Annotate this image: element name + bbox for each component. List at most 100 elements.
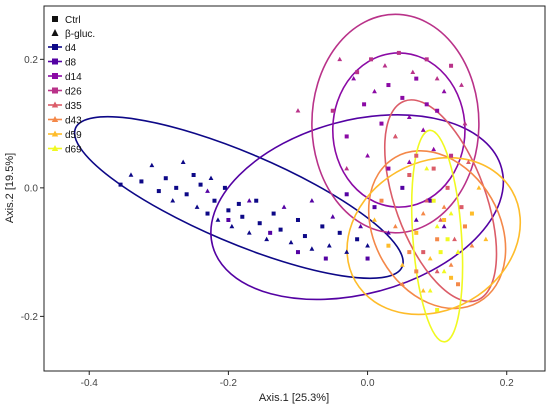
point-d14-triangle-2: [372, 88, 377, 94]
point-d69-triangle-0: [424, 165, 430, 171]
legend-item-square: Ctrl: [52, 15, 81, 26]
point-d4-triangle-3: [149, 162, 155, 168]
ellipse-d4: [73, 115, 404, 280]
point-d8-triangle-10: [358, 223, 364, 229]
point-d14-square-1: [362, 102, 367, 107]
legend-triangle-marker: [51, 145, 59, 151]
y-tick-label: 0.2: [24, 55, 38, 66]
point-d43-square-8: [414, 269, 419, 274]
point-d4-square-12: [198, 182, 203, 187]
legend-item-d8: d8: [48, 58, 77, 69]
point-d69-square-3: [438, 250, 443, 255]
legend-label: d35: [65, 101, 82, 112]
point-d8-square-11: [372, 205, 377, 210]
point-d4-triangle-19: [229, 223, 235, 229]
point-d69-square-1: [431, 198, 436, 203]
point-d69-triangle-2: [434, 223, 440, 229]
point-d4-triangle-35: [344, 249, 350, 254]
point-d26-triangle-11: [344, 165, 350, 171]
x-tick-label: 0.2: [500, 378, 514, 389]
legend-square-marker: [52, 73, 58, 79]
legend-triangle-marker: [51, 116, 59, 122]
point-d26-square-2: [369, 57, 374, 62]
point-d26-square-8: [449, 63, 454, 68]
point-d4-square-13: [205, 211, 210, 216]
point-d8-triangle-6: [309, 198, 315, 203]
point-d59-square-7: [469, 211, 474, 216]
point-d8-square-17: [365, 256, 370, 261]
y-axis: -0.2 0.0 0.2: [21, 55, 44, 323]
point-d4-square-7: [174, 185, 179, 190]
point-d8-triangle-4: [281, 204, 287, 209]
point-d26-square-4: [396, 50, 401, 55]
plot-frame: [43, 5, 546, 372]
point-d43-triangle-3: [420, 210, 426, 216]
point-d35-triangle-7: [452, 236, 457, 242]
point-d26-square-1: [355, 70, 360, 75]
point-d14-square-8: [414, 76, 419, 81]
point-d14-square-10: [424, 102, 429, 107]
point-d4-triangle-1: [128, 172, 134, 177]
point-d43-square-4: [435, 237, 440, 242]
x-axis: -0.4 -0.2 0.0 0.2: [81, 371, 514, 389]
point-d59-square-3: [414, 230, 419, 235]
point-d14-triangle-11: [431, 146, 437, 152]
point-d14-square-14: [386, 166, 391, 171]
legend-triangle-marker: [51, 29, 59, 36]
point-d14-triangle-0: [351, 76, 357, 81]
point-d8-triangle-12: [386, 230, 391, 235]
point-d26-triangle-14: [295, 108, 301, 113]
y-tick-label: 0.0: [24, 183, 38, 194]
point-d4-triangle-37: [365, 243, 370, 248]
point-d14-square-12: [435, 108, 440, 113]
point-d8-triangle-2: [246, 198, 252, 203]
point-d69-square-8: [435, 307, 440, 312]
point-d26-triangle-7: [434, 76, 440, 81]
legend-item-d26: d26: [48, 87, 82, 98]
point-d35-square-8: [459, 205, 464, 210]
point-d8-square-7: [323, 256, 328, 261]
point-d26-square-12: [449, 153, 454, 158]
ellipse-d43: [367, 149, 507, 310]
legend-label: Ctrl: [65, 15, 81, 26]
point-d4-square-10: [191, 173, 196, 178]
point-d4-triangle-8: [180, 159, 186, 164]
point-d69-triangle-4: [441, 268, 447, 274]
legend-label: d14: [65, 72, 82, 83]
point-d14-square-4: [386, 83, 391, 88]
point-d8-square-13: [400, 185, 405, 190]
legend-label: d8: [65, 58, 77, 69]
y-axis-title: Axis.2 [19.5%]: [4, 153, 16, 223]
legend-item-d69: d69: [48, 145, 82, 156]
point-d8-square-9: [344, 192, 349, 197]
point-d4-square-0: [118, 182, 123, 187]
point-d4-triangle-25: [264, 236, 270, 242]
point-d26-triangle-3: [382, 63, 388, 68]
point-d35-triangle-9: [466, 159, 471, 164]
point-d8-triangle-8: [330, 214, 336, 219]
point-d59-square-5: [442, 217, 447, 222]
point-d14-square-3: [379, 121, 384, 126]
legend-label: d4: [65, 43, 77, 54]
point-d35-triangle-11: [434, 268, 440, 274]
point-d4-square-9: [184, 192, 189, 197]
point-d4-triangle-22: [246, 230, 252, 235]
ellipse-d59: [346, 156, 522, 316]
legend-label: d43: [65, 116, 82, 127]
point-d4-square-29: [295, 217, 300, 222]
point-d69-triangle-7: [448, 210, 454, 216]
ellipse-d26: [311, 13, 480, 234]
legend-square-marker: [52, 44, 58, 50]
point-d14-triangle-13: [365, 153, 370, 158]
point-d43-triangle-9: [441, 204, 447, 209]
point-d8-triangle-14: [413, 217, 419, 222]
point-d8-square-15: [428, 198, 433, 203]
point-d4-square-2: [139, 179, 144, 184]
point-d4-triangle-28: [288, 239, 294, 245]
point-d35-square-6: [445, 185, 450, 190]
point-d4-triangle-14: [208, 175, 214, 181]
point-d59-triangle-8: [483, 236, 489, 242]
legend-item-d59: d59: [48, 130, 82, 141]
point-d43-square-11: [456, 282, 461, 287]
